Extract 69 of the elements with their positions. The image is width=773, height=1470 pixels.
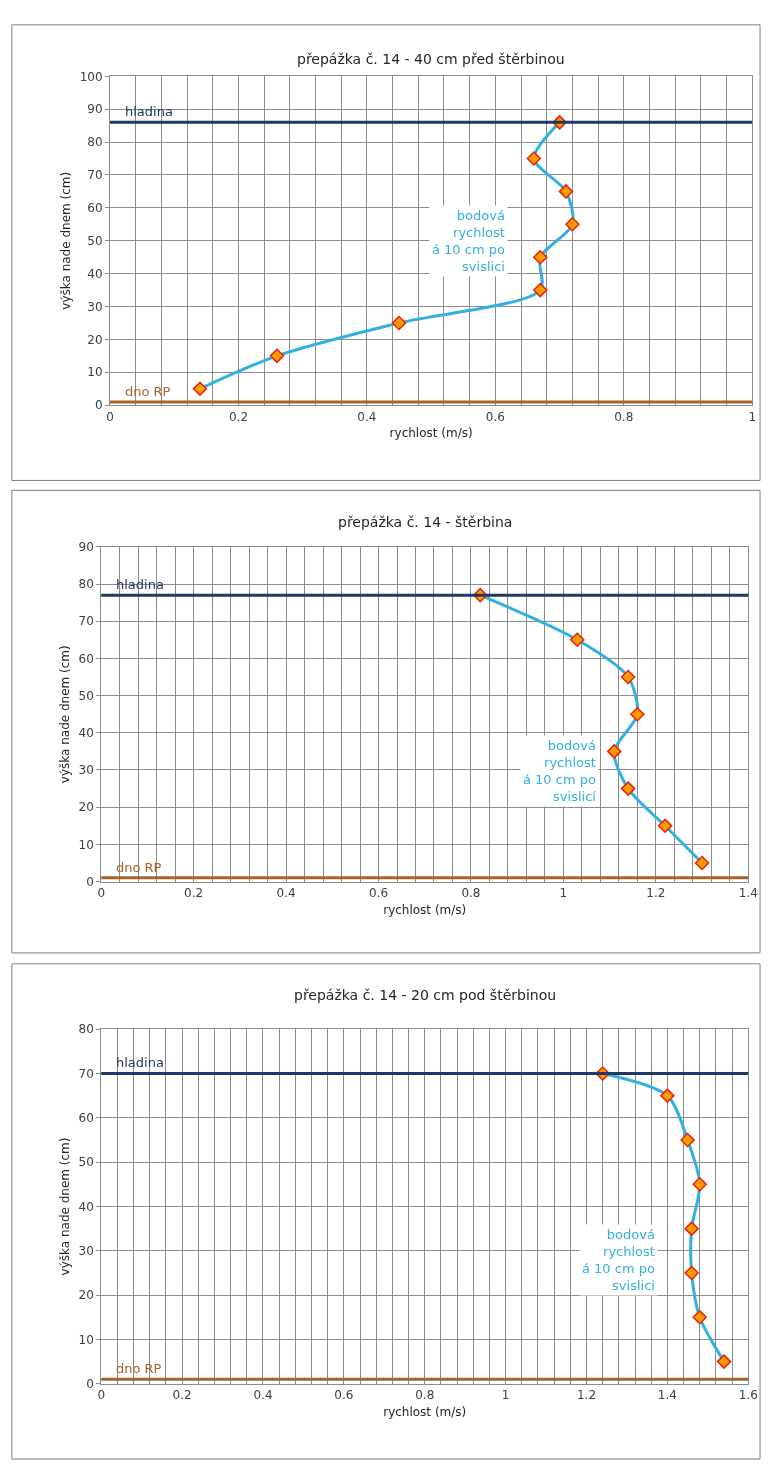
y-tick-label: 30	[87, 299, 103, 314]
ref-line-label: dno RP	[116, 1361, 162, 1376]
y-tick-label: 50	[78, 688, 94, 703]
x-axis-title: rychlost (m/s)	[383, 1405, 467, 1420]
y-tick-label: 0	[95, 398, 103, 413]
x-tick-label: 1	[559, 885, 568, 900]
ref-line-label: hladina	[125, 104, 173, 119]
x-tick-label: 1.4	[657, 1388, 677, 1403]
chart-title: přepážka č. 14 - 40 cm před štěrbinou	[297, 51, 565, 67]
y-tick-label: 10	[78, 1332, 94, 1347]
y-tick-label: 40	[78, 726, 94, 740]
y-tick-label: 90	[87, 102, 103, 117]
y-tick-label: 20	[78, 800, 94, 815]
x-tick-label: 0.8	[415, 1388, 435, 1403]
y-tick-label: 40	[78, 1199, 94, 1214]
y-tick-label: 80	[78, 577, 94, 592]
x-tick-label: 0.2	[184, 885, 204, 900]
ref-line-label: dno RP	[116, 860, 162, 875]
annotation: bodová rychlost á 10 cm po svislici	[582, 1227, 655, 1293]
y-tick-label: 30	[78, 1243, 94, 1258]
y-tick-label: 10	[87, 365, 103, 380]
y-tick-label: 80	[87, 135, 103, 150]
ref-line-label: hladina	[116, 577, 164, 592]
y-tick-label: 50	[87, 233, 103, 248]
y-tick-label: 0	[86, 1376, 94, 1391]
y-tick-label: 20	[87, 332, 103, 347]
y-tick-label: 20	[78, 1288, 94, 1303]
y-tick-label: 60	[78, 651, 94, 666]
ref-line-label: hladina	[116, 1055, 164, 1070]
x-tick-label: 1.4	[738, 885, 758, 900]
x-tick-label: 0.6	[368, 885, 389, 900]
x-tick-label: 0.8	[461, 885, 481, 900]
y-tick-label: 70	[78, 614, 94, 629]
y-tick-label: 80	[78, 1022, 94, 1037]
annotation: bodová rychlost á 10 cm po svislici	[432, 208, 505, 274]
chart-title: přepážka č. 14 - štěrbina	[338, 514, 513, 530]
x-tick-label: 0.4	[357, 409, 377, 424]
x-axis-title: rychlost (m/s)	[383, 902, 467, 917]
y-tick-label: 60	[87, 201, 103, 216]
x-tick-label: 0.4	[253, 1388, 273, 1403]
y-tick-label: 70	[87, 168, 103, 183]
y-tick-label: 0	[86, 874, 94, 889]
x-tick-label: 0.6	[334, 1388, 354, 1403]
y-axis-title: výška nade dnem (cm)	[57, 645, 72, 784]
x-tick-label: 1.6	[738, 1388, 758, 1403]
x-axis-title: rychlost (m/s)	[389, 426, 473, 441]
ref-line-label: dno RP	[125, 384, 171, 399]
x-tick-label: 0.8	[614, 409, 634, 424]
x-tick-label: 1.2	[576, 1388, 597, 1403]
x-tick-label: 0.2	[172, 1388, 192, 1403]
y-tick-label: 30	[78, 763, 94, 778]
y-tick-label: 10	[78, 837, 94, 852]
y-tick-label: 70	[78, 1066, 94, 1081]
x-tick-label: 0	[106, 409, 114, 424]
y-tick-label: 60	[78, 1111, 94, 1126]
x-tick-label: 0.6	[485, 409, 505, 424]
y-axis-title: výška nade dnem (cm)	[59, 171, 74, 310]
x-tick-label: 1	[748, 409, 757, 424]
y-tick-label: 40	[87, 266, 103, 281]
y-axis-title: výška nade dnem (cm)	[57, 1137, 72, 1276]
y-tick-label: 50	[78, 1155, 94, 1170]
chart-title: přepážka č. 14 - 20 cm pod štěrbinou	[294, 987, 557, 1003]
x-tick-label: 0.2	[228, 409, 249, 424]
x-tick-label: 0.4	[276, 885, 296, 900]
x-tick-label: 1.2	[646, 885, 666, 900]
y-tick-label: 100	[79, 69, 103, 84]
annotation: bodová rychlost á 10 cm po svislicí	[523, 738, 597, 804]
x-tick-label: 1	[501, 1388, 510, 1403]
y-tick-label: 90	[78, 540, 94, 555]
